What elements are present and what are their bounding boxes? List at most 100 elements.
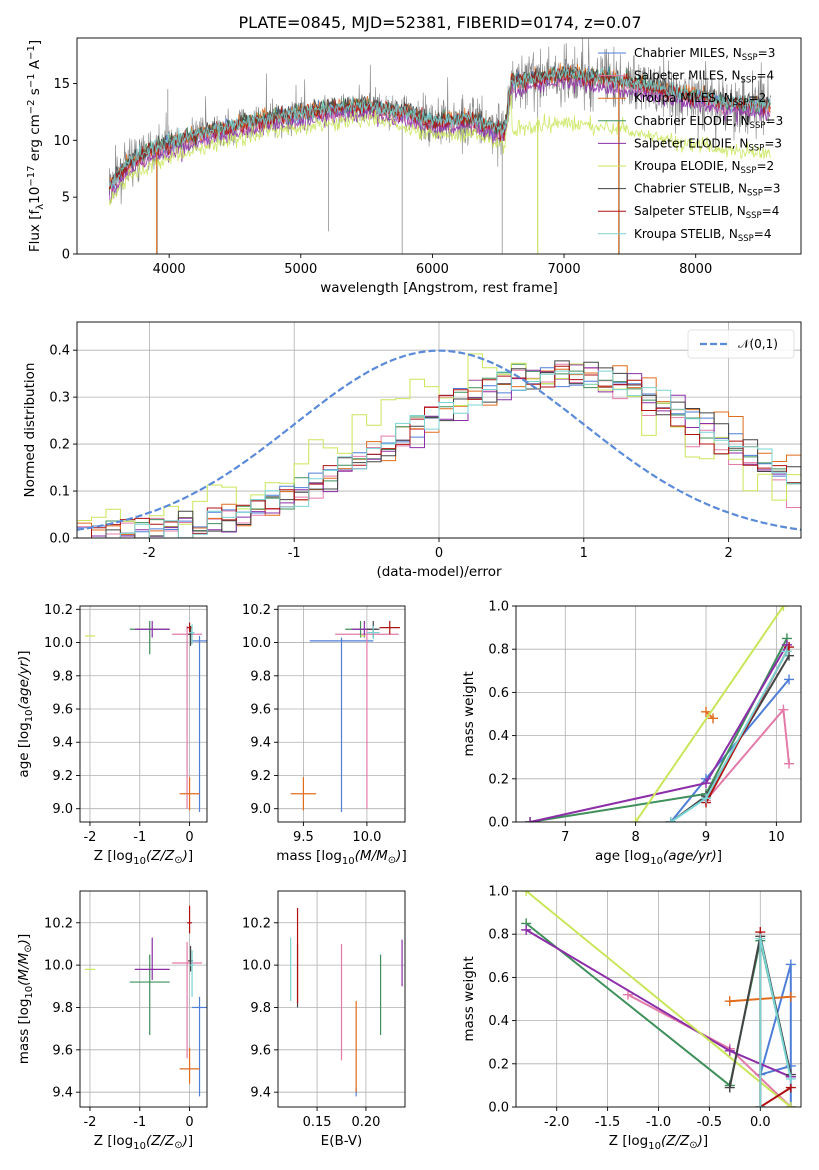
weight-marker-8 [785, 1073, 796, 1084]
legend-label-1: Salpeter MILES, NSSP=4 [634, 69, 774, 86]
plot-area [108, 38, 771, 254]
panel-age-vs-mass: 9.5 10.0 9.0 9.2 9.4 9.6 9.8 10.0 10.2 mass [log1… [242, 603, 407, 867]
panel-spectrum: 4000 5000 6000 7000 8000 0 5 10 15 wavelength [An… [26, 37, 802, 296]
errorbar-4 [134, 620, 170, 638]
errorbar-0 [309, 637, 374, 813]
weight-marker-4 [521, 924, 532, 935]
x-tick-label: -2.0 [544, 1115, 569, 1130]
y-tick-label: 10.0 [44, 959, 73, 974]
y-tick-label: 9.6 [52, 1043, 73, 1058]
y-tick-label: 10.2 [44, 916, 73, 931]
weight-marker-4 [724, 1045, 735, 1056]
y-tick-label: 9.8 [250, 1001, 271, 1016]
figure-title: PLATE=0845, MJD=52381, FIBERID=0174, z=0… [238, 13, 641, 32]
weight-marker-5 [521, 891, 532, 896]
weight-marker-1 [778, 704, 789, 715]
normal-curve [77, 349, 801, 531]
errorbar-7 [187, 905, 193, 934]
weight-line-4 [529, 644, 788, 822]
y-tick-label: 5 [62, 191, 70, 206]
errorbar-1 [335, 629, 399, 809]
y-tick-label: 9.8 [250, 669, 271, 684]
axes-frame [515, 605, 802, 823]
y-axis-label: Flux [fλ10−17 erg cm−2 s−1 A−1] [26, 40, 46, 252]
x-tick-label: 8000 [679, 262, 712, 277]
panel-mass-weight-vs-age: 7 8 9 10 0.0 0.2 0.4 0.6 0.8 1.0 age [log10(age/yr… [461, 600, 802, 867]
plot-area [290, 907, 403, 1097]
legend-label-normal: 𝒩(0,1) [738, 337, 778, 351]
weight-marker-6 [784, 650, 795, 661]
weight-marker-2 [785, 991, 796, 1002]
weight-marker-2 [708, 713, 719, 724]
errorbar-1 [172, 625, 203, 809]
y-tick-label: 9.4 [250, 1086, 271, 1101]
y-tick-label: 10.2 [242, 603, 271, 618]
y-tick-label: 10.0 [44, 636, 73, 651]
x-tick-label: -1 [133, 830, 146, 845]
legend-box [687, 329, 795, 359]
y-tick-label: 10.2 [44, 603, 73, 618]
weight-marker-4 [525, 817, 536, 822]
weight-marker-2 [701, 706, 711, 717]
errorbar-2 [290, 777, 317, 811]
x-tick-label: -2 [143, 546, 156, 561]
weight-marker-8 [701, 793, 711, 804]
x-axis-label: mass [log10(M/M⊙)] [276, 848, 406, 867]
y-tick-label: 0.0 [49, 532, 70, 547]
y-axis-label: age [log10(age/yr)] [16, 650, 35, 777]
x-axis-label: Z [log10(Z/Z⊙)] [94, 1133, 193, 1152]
x-tick-label: 4000 [153, 262, 186, 277]
legend-label-5: Kroupa ELODIE, NSSP=2 [634, 159, 774, 176]
weight-marker-0 [785, 959, 796, 970]
legend-label-7: Salpeter STELIB, NSSP=4 [634, 204, 779, 221]
y-tick-label: 9.6 [250, 1043, 271, 1058]
x-axis-label: E(B-V) [321, 1133, 363, 1149]
errorbar-0 [192, 996, 207, 1097]
weight-marker-8 [665, 817, 676, 822]
y-tick-label: 0.1 [49, 485, 70, 500]
y-tick-label: 0.4 [488, 1014, 509, 1029]
weight-marker-1 [784, 758, 795, 769]
x-tick-label: -2 [83, 1115, 96, 1130]
y-tick-label: 0.0 [488, 816, 509, 831]
weight-marker-2 [724, 996, 735, 1007]
grid [80, 891, 207, 1107]
y-tick-label: 10.0 [242, 636, 271, 651]
weight-marker-8 [755, 933, 766, 944]
weight-marker-4 [701, 778, 711, 789]
y-tick-label: 0.8 [488, 643, 509, 658]
x-tick-label: 2 [724, 546, 732, 561]
x-tick-label: -1.0 [646, 1115, 671, 1130]
x-tick-label: 0.0 [750, 1115, 771, 1130]
weight-marker-7 [784, 642, 795, 653]
model-line-5 [108, 94, 771, 206]
axes-frame [515, 890, 802, 1108]
axes-frame [76, 37, 802, 255]
x-tick-label: 0 [185, 830, 193, 845]
x-tick-label: 0 [185, 1115, 193, 1130]
y-tick-label: 15 [53, 77, 70, 92]
x-axis-label: wavelength [Angstrom, rest frame] [320, 280, 558, 296]
axes-frame [277, 605, 406, 823]
y-tick-label: 0.6 [488, 686, 509, 701]
y-tick-label: 9.2 [250, 769, 271, 784]
y-tick-label: 0.6 [488, 971, 509, 986]
y-tick-label: 9.8 [52, 669, 73, 684]
errorbar-7 [187, 622, 193, 633]
weight-marker-8 [755, 1102, 766, 1107]
x-tick-label: 8 [631, 830, 639, 845]
legend-label-0: Chabrier MILES, NSSP=3 [634, 46, 775, 63]
x-tick-label: 1 [580, 546, 588, 561]
y-tick-label: 0.2 [488, 772, 509, 787]
y-tick-label: 0.4 [49, 344, 70, 359]
weight-marker-0 [784, 674, 795, 685]
x-tick-label: 5000 [284, 262, 317, 277]
y-tick-label: 0 [62, 248, 70, 263]
x-tick-label: 9 [702, 830, 710, 845]
weight-marker-8 [781, 646, 792, 657]
axes-frame [76, 321, 802, 539]
x-tick-label: 0.15 [303, 1115, 332, 1130]
legend-label-4: Salpeter ELODIE, NSSP=3 [634, 136, 782, 153]
grid [80, 606, 207, 822]
